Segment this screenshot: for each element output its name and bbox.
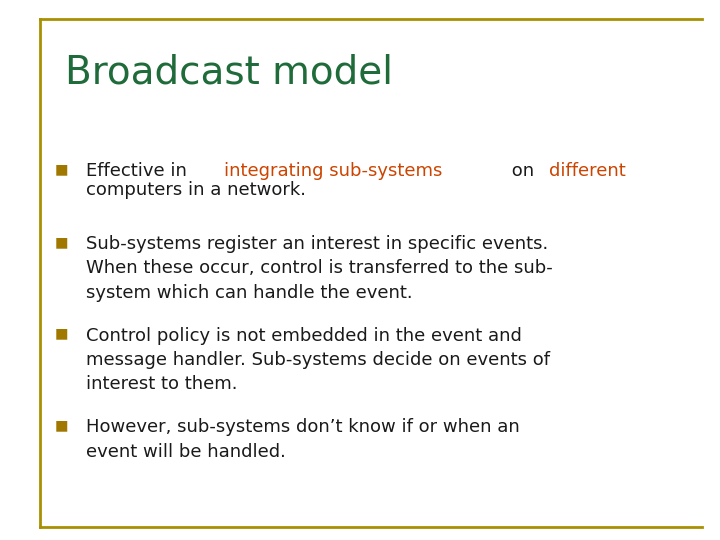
Text: ■: ■ [55, 327, 68, 341]
Text: integrating sub-systems: integrating sub-systems [224, 162, 442, 180]
Text: different: different [549, 162, 626, 180]
Text: Effective in: Effective in [86, 162, 193, 180]
Text: Control policy is not embedded in the event and
message handler. Sub-systems dec: Control policy is not embedded in the ev… [86, 327, 550, 393]
Text: on: on [505, 162, 539, 180]
Text: Broadcast model: Broadcast model [65, 54, 393, 92]
Text: However, sub-systems don’t know if or when an
event will be handled.: However, sub-systems don’t know if or wh… [86, 418, 520, 461]
Text: computers in a network.: computers in a network. [86, 181, 307, 199]
Text: ■: ■ [55, 418, 68, 433]
Text: Sub-systems register an interest in specific events.
When these occur, control i: Sub-systems register an interest in spec… [86, 235, 553, 301]
Text: ■: ■ [55, 162, 68, 176]
Text: ■: ■ [55, 235, 68, 249]
